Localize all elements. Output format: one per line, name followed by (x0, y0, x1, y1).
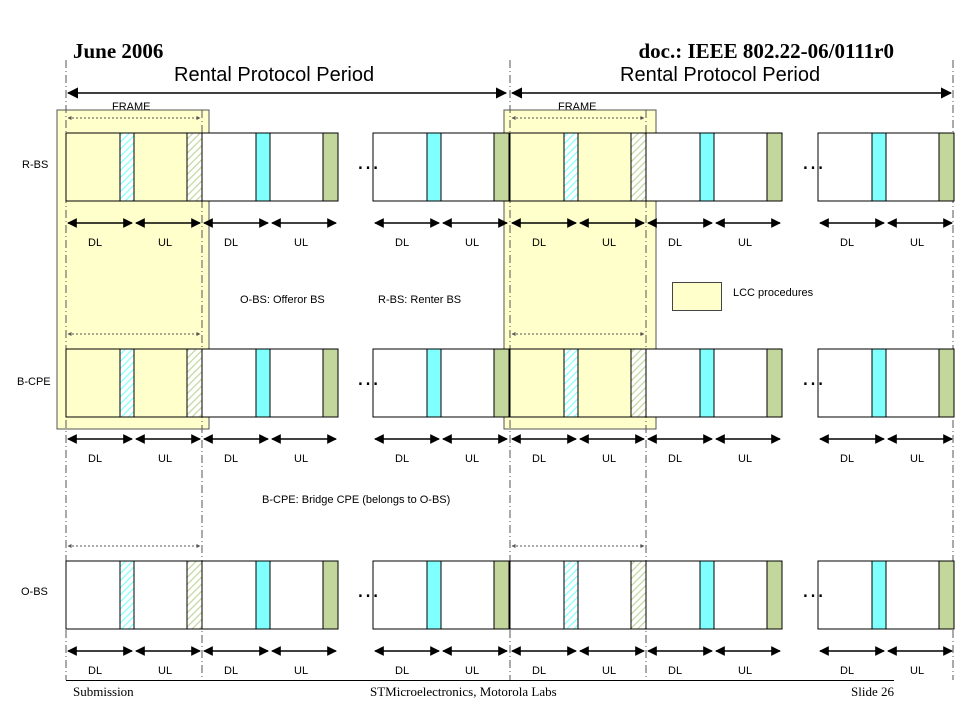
dl-label: DL (840, 237, 854, 249)
footer-companies: STMicroelectronics, Motorola Labs (370, 684, 557, 699)
dl-marker (255, 348, 271, 418)
ul-marker (766, 560, 783, 630)
ul-marker (322, 560, 339, 630)
row-label-obs: O-BS (21, 586, 48, 598)
ul-label: UL (910, 453, 924, 465)
dl-marker (119, 560, 135, 630)
dl-marker (426, 560, 442, 630)
dl-marker (255, 560, 271, 630)
dl-marker (563, 132, 579, 202)
ul-marker (630, 348, 647, 418)
dl-label: DL (88, 453, 102, 465)
ul-label: UL (738, 453, 752, 465)
dl-marker (119, 132, 135, 202)
ellipsis-r-bs-1: … (356, 148, 380, 175)
dl-marker (699, 132, 715, 202)
legend-swatch (672, 282, 722, 311)
ul-marker (938, 132, 955, 202)
dl-label: DL (224, 453, 238, 465)
ul-marker (186, 560, 203, 630)
dl-label: DL (840, 453, 854, 465)
dl-label: DL (88, 237, 102, 249)
definition-obs: O-BS: Offeror BS (240, 294, 325, 306)
ul-marker (493, 132, 510, 202)
ul-label: UL (465, 237, 479, 249)
dl-label: DL (668, 237, 682, 249)
ul-label: UL (738, 665, 752, 677)
dl-label: DL (395, 237, 409, 249)
ellipsis-r-bs-2: … (801, 148, 825, 175)
dl-label: DL (395, 453, 409, 465)
dl-marker (563, 560, 579, 630)
ul-label: UL (602, 665, 616, 677)
ellipsis-o-bs-1: … (356, 576, 380, 603)
ul-label: UL (738, 237, 752, 249)
dl-label: DL (532, 237, 546, 249)
dl-label: DL (840, 665, 854, 677)
ul-label: UL (294, 453, 308, 465)
dl-label: DL (668, 453, 682, 465)
footer-submission: Submission (73, 684, 134, 699)
row-label-bcpe: B-CPE (17, 376, 51, 388)
ul-marker (186, 348, 203, 418)
ul-label: UL (294, 665, 308, 677)
ul-marker (186, 132, 203, 202)
ul-marker (766, 132, 783, 202)
ul-label: UL (910, 665, 924, 677)
row-label-rbs: R-BS (22, 159, 49, 171)
ul-marker (493, 348, 510, 418)
dl-marker (699, 560, 715, 630)
ul-marker (322, 348, 339, 418)
header-doc-id: doc.: IEEE 802.22-06/0111r0 (638, 39, 894, 63)
period-title-2: Rental Protocol Period (620, 64, 821, 86)
dl-label: DL (395, 665, 409, 677)
dl-label: DL (224, 665, 238, 677)
dl-label: DL (224, 237, 238, 249)
definition-rbs: R-BS: Renter BS (378, 294, 462, 306)
dl-label: DL (88, 665, 102, 677)
dl-label: DL (532, 453, 546, 465)
ul-label: UL (602, 237, 616, 249)
footer-slide-number: Slide 26 (851, 684, 894, 699)
ul-label: UL (910, 237, 924, 249)
ellipsis-o-bs-2: … (801, 576, 825, 603)
dl-marker (426, 348, 442, 418)
dl-label: DL (532, 665, 546, 677)
ul-label: UL (158, 665, 172, 677)
ul-label: UL (602, 453, 616, 465)
ul-marker (766, 348, 783, 418)
dl-marker (871, 560, 887, 630)
ul-label: UL (158, 453, 172, 465)
header-date: June 2006 (73, 39, 164, 63)
ellipsis-b-cpe-2: … (801, 364, 825, 391)
dl-marker (119, 348, 135, 418)
ul-label: UL (294, 237, 308, 249)
ul-marker (630, 560, 647, 630)
ul-marker (630, 132, 647, 202)
ul-label: UL (465, 453, 479, 465)
dl-marker (426, 132, 442, 202)
dl-marker (563, 348, 579, 418)
definition-bcpe: B-CPE: Bridge CPE (belongs to O-BS) (262, 494, 451, 506)
dl-marker (871, 348, 887, 418)
dl-marker (871, 132, 887, 202)
ul-label: UL (158, 237, 172, 249)
ul-marker (938, 560, 955, 630)
ul-label: UL (465, 665, 479, 677)
ul-marker (322, 132, 339, 202)
period-title-1: Rental Protocol Period (174, 64, 375, 86)
dl-label: DL (668, 665, 682, 677)
ellipsis-b-cpe-1: … (356, 364, 380, 391)
dl-marker (255, 132, 271, 202)
dl-marker (699, 348, 715, 418)
ul-marker (938, 348, 955, 418)
ul-marker (493, 560, 510, 630)
legend-label: LCC procedures (733, 287, 814, 299)
footer-rule (66, 680, 894, 681)
